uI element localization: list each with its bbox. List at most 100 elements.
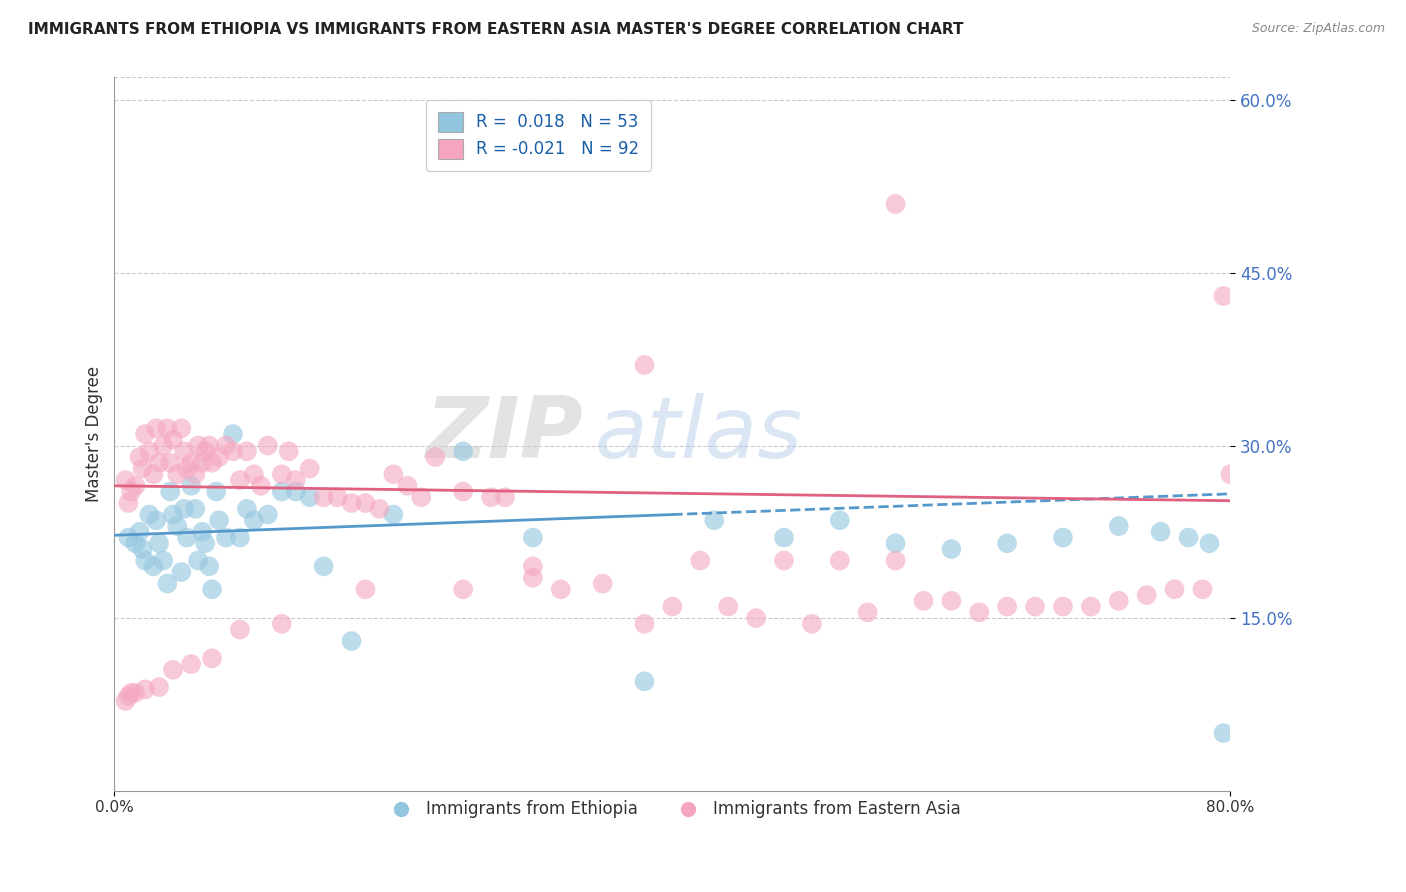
- Point: [1108, 519, 1130, 533]
- Point: [284, 484, 307, 499]
- Point: [173, 444, 195, 458]
- Point: [995, 536, 1018, 550]
- Point: [689, 553, 711, 567]
- Legend: Immigrants from Ethiopia, Immigrants from Eastern Asia: Immigrants from Ethiopia, Immigrants fro…: [378, 794, 967, 825]
- Point: [550, 582, 572, 597]
- Point: [124, 479, 146, 493]
- Point: [148, 456, 170, 470]
- Point: [494, 490, 516, 504]
- Point: [236, 444, 259, 458]
- Point: [1163, 582, 1185, 597]
- Point: [396, 479, 419, 493]
- Point: [1191, 582, 1213, 597]
- Point: [159, 456, 181, 470]
- Point: [176, 461, 198, 475]
- Text: IMMIGRANTS FROM ETHIOPIA VS IMMIGRANTS FROM EASTERN ASIA MASTER'S DEGREE CORRELA: IMMIGRANTS FROM ETHIOPIA VS IMMIGRANTS F…: [28, 22, 963, 37]
- Point: [717, 599, 740, 614]
- Point: [142, 467, 165, 482]
- Point: [208, 450, 231, 464]
- Point: [229, 531, 252, 545]
- Point: [162, 433, 184, 447]
- Point: [191, 456, 214, 470]
- Point: [298, 490, 321, 504]
- Point: [205, 484, 228, 499]
- Point: [134, 553, 156, 567]
- Text: atlas: atlas: [595, 392, 803, 475]
- Point: [1136, 588, 1159, 602]
- Point: [162, 663, 184, 677]
- Point: [117, 690, 139, 704]
- Point: [180, 657, 202, 671]
- Point: [1052, 599, 1074, 614]
- Point: [340, 496, 363, 510]
- Point: [191, 524, 214, 539]
- Point: [138, 508, 160, 522]
- Point: [1149, 524, 1171, 539]
- Point: [187, 553, 209, 567]
- Point: [326, 490, 349, 504]
- Point: [156, 576, 179, 591]
- Point: [884, 536, 907, 550]
- Point: [1177, 531, 1199, 545]
- Point: [340, 634, 363, 648]
- Point: [187, 438, 209, 452]
- Point: [522, 559, 544, 574]
- Point: [198, 559, 221, 574]
- Point: [243, 513, 266, 527]
- Point: [166, 519, 188, 533]
- Point: [941, 542, 963, 557]
- Point: [194, 536, 217, 550]
- Point: [159, 484, 181, 499]
- Point: [451, 444, 474, 458]
- Point: [176, 531, 198, 545]
- Point: [257, 438, 280, 452]
- Point: [201, 651, 224, 665]
- Point: [828, 553, 851, 567]
- Point: [170, 565, 193, 579]
- Point: [1212, 289, 1234, 303]
- Point: [856, 605, 879, 619]
- Point: [142, 559, 165, 574]
- Point: [114, 473, 136, 487]
- Point: [411, 490, 433, 504]
- Point: [368, 501, 391, 516]
- Point: [120, 484, 142, 499]
- Point: [173, 501, 195, 516]
- Point: [243, 467, 266, 482]
- Point: [250, 479, 273, 493]
- Point: [180, 479, 202, 493]
- Point: [298, 461, 321, 475]
- Text: ZIP: ZIP: [426, 392, 583, 475]
- Point: [131, 461, 153, 475]
- Point: [522, 571, 544, 585]
- Point: [215, 438, 238, 452]
- Point: [312, 559, 335, 574]
- Point: [884, 197, 907, 211]
- Point: [145, 513, 167, 527]
- Point: [145, 421, 167, 435]
- Y-axis label: Master's Degree: Master's Degree: [86, 366, 103, 502]
- Point: [284, 473, 307, 487]
- Point: [967, 605, 990, 619]
- Point: [222, 427, 245, 442]
- Point: [425, 450, 447, 464]
- Point: [354, 496, 377, 510]
- Point: [592, 576, 614, 591]
- Point: [257, 508, 280, 522]
- Point: [148, 536, 170, 550]
- Point: [773, 531, 796, 545]
- Point: [270, 467, 292, 482]
- Point: [170, 421, 193, 435]
- Point: [633, 674, 655, 689]
- Point: [312, 490, 335, 504]
- Point: [156, 421, 179, 435]
- Point: [128, 524, 150, 539]
- Point: [745, 611, 768, 625]
- Point: [828, 513, 851, 527]
- Point: [131, 542, 153, 557]
- Point: [138, 444, 160, 458]
- Point: [229, 473, 252, 487]
- Point: [703, 513, 725, 527]
- Point: [354, 582, 377, 597]
- Point: [184, 501, 207, 516]
